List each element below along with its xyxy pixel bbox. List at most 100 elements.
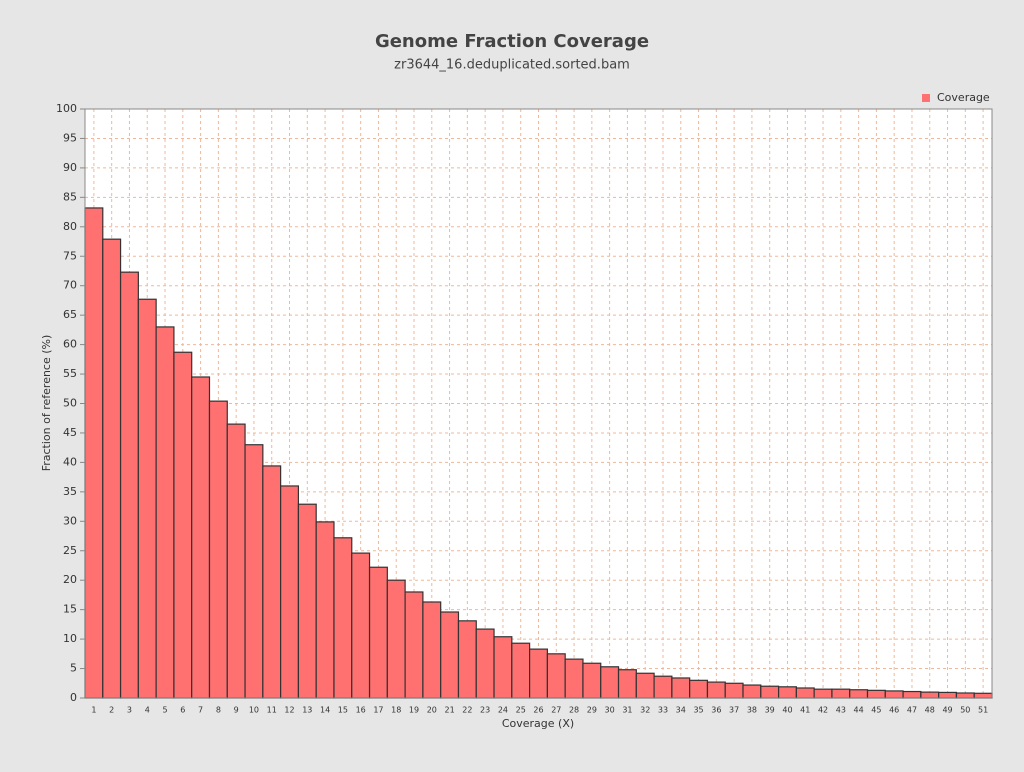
bar — [191, 376, 211, 699]
x-tick-label: 43 — [836, 706, 846, 715]
x-tick-label: 31 — [622, 706, 632, 715]
bar — [706, 681, 726, 699]
bar — [333, 537, 353, 699]
bar — [582, 662, 602, 699]
y-axis-label: Fraction of reference (%) — [40, 335, 53, 472]
bar — [973, 692, 993, 699]
bar — [813, 688, 833, 699]
x-tick-label: 24 — [498, 706, 508, 715]
x-tick-label: 12 — [284, 706, 294, 715]
x-tick-label: 1 — [91, 706, 96, 715]
x-tick-label: 16 — [356, 706, 366, 715]
x-tick-label: 8 — [216, 706, 221, 715]
y-tick-label: 60 — [63, 338, 77, 351]
bar — [742, 684, 762, 699]
x-tick-label: 26 — [533, 706, 543, 715]
bar — [511, 642, 531, 699]
y-tick-label: 80 — [63, 220, 77, 233]
bar — [244, 444, 264, 699]
y-tick-label: 50 — [63, 397, 77, 410]
x-tick-label: 37 — [729, 706, 739, 715]
y-tick-label: 10 — [63, 632, 77, 645]
x-tick-label: 49 — [942, 706, 952, 715]
x-tick-label: 6 — [180, 706, 185, 715]
bar — [297, 503, 317, 699]
bar — [475, 628, 495, 699]
bar — [902, 690, 922, 699]
bar — [795, 687, 815, 699]
x-tick-label: 23 — [480, 706, 490, 715]
bar — [529, 648, 548, 699]
x-tick-label: 27 — [551, 706, 561, 715]
bar — [155, 326, 175, 699]
x-tick-label: 11 — [267, 706, 277, 715]
bar — [137, 298, 157, 699]
legend-label: Coverage — [937, 91, 990, 104]
x-tick-label: 15 — [338, 706, 348, 715]
y-tick-label: 65 — [63, 308, 77, 321]
bar — [84, 207, 104, 699]
x-tick-label: 13 — [302, 706, 312, 715]
x-tick-label: 35 — [693, 706, 703, 715]
x-tick-label: 9 — [234, 706, 239, 715]
x-tick-label: 14 — [320, 706, 330, 715]
bar — [173, 351, 193, 699]
y-tick-label: 100 — [56, 102, 77, 115]
x-tick-label: 28 — [569, 706, 579, 715]
x-tick-label: 10 — [249, 706, 259, 715]
bar — [208, 400, 228, 699]
bar — [689, 679, 709, 699]
y-tick-label: 90 — [63, 161, 77, 174]
x-tick-label: 22 — [462, 706, 472, 715]
y-tick-label: 70 — [63, 279, 77, 292]
x-tick-label: 5 — [162, 706, 167, 715]
bar — [724, 682, 744, 699]
bar — [262, 465, 282, 699]
y-tick-label: 95 — [63, 131, 77, 144]
chart-subtitle: zr3644_16.deduplicated.sorted.bam — [394, 58, 630, 73]
x-tick-label: 48 — [925, 706, 935, 715]
bar — [386, 579, 406, 699]
legend: Coverage — [922, 91, 990, 104]
bar — [920, 691, 940, 699]
bar — [351, 552, 371, 699]
x-tick-label: 7 — [198, 706, 203, 715]
bar — [368, 566, 388, 699]
x-tick-label: 51 — [978, 706, 988, 715]
bar — [849, 689, 869, 699]
x-tick-label: 44 — [854, 706, 864, 715]
x-tick-label: 19 — [409, 706, 419, 715]
x-tick-label: 33 — [658, 706, 668, 715]
x-tick-label: 2 — [109, 706, 114, 715]
x-tick-label: 18 — [391, 706, 401, 715]
bar — [546, 653, 566, 699]
bar — [635, 672, 655, 699]
x-tick-label: 25 — [516, 706, 526, 715]
chart-title: Genome Fraction Coverage — [375, 31, 649, 52]
x-tick-label: 36 — [711, 706, 721, 715]
x-tick-label: 50 — [960, 706, 970, 715]
y-tick-label: 20 — [63, 573, 77, 586]
y-tick-label: 85 — [63, 190, 77, 203]
bar — [938, 691, 958, 699]
bar — [866, 689, 886, 699]
y-tick-label: 25 — [63, 544, 77, 557]
bar — [440, 611, 460, 699]
bar — [315, 521, 335, 699]
bar — [404, 591, 424, 699]
bar — [671, 677, 691, 699]
bar — [760, 685, 780, 699]
x-tick-label: 4 — [145, 706, 150, 715]
y-tick-label: 45 — [63, 426, 77, 439]
bar — [564, 658, 584, 699]
bar — [226, 423, 246, 699]
bar — [831, 688, 851, 699]
x-tick-label: 34 — [676, 706, 686, 715]
x-axis-label: Coverage (X) — [502, 717, 574, 730]
bar — [884, 690, 904, 699]
bars — [84, 207, 993, 699]
x-tick-label: 30 — [605, 706, 615, 715]
y-tick-label: 30 — [63, 514, 77, 527]
y-tick-label: 0 — [70, 691, 77, 704]
bar — [653, 675, 673, 699]
